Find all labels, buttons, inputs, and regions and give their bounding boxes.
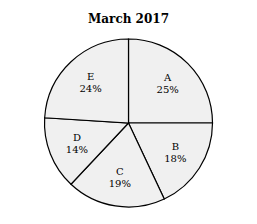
svg-text:A25%: A25% [157,72,179,95]
html-text:March 2017: March 2017 [88,12,169,26]
svg-text:E24%: E24% [79,71,101,94]
svg-text:D14%: D14% [66,132,88,155]
svg-text:B18%: B18% [164,141,186,164]
svg-text:C19%: C19% [109,166,131,189]
